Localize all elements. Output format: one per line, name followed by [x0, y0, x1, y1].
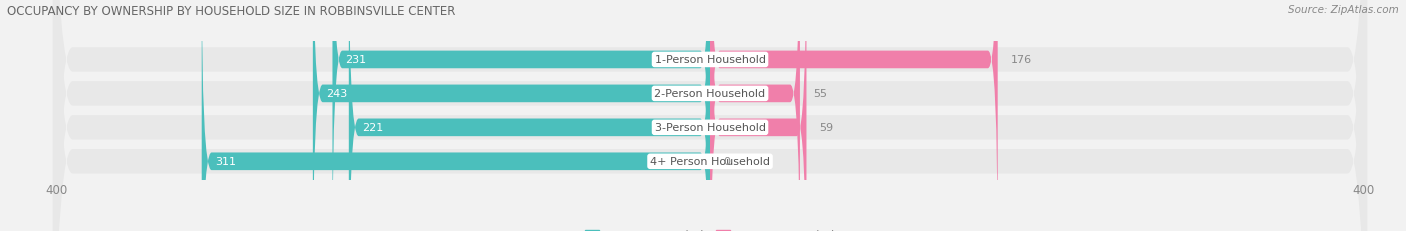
Text: 4+ Person Household: 4+ Person Household: [650, 157, 770, 167]
FancyBboxPatch shape: [710, 0, 800, 231]
Text: 3-Person Household: 3-Person Household: [655, 123, 765, 133]
Text: 176: 176: [1011, 55, 1032, 65]
Text: 311: 311: [215, 157, 236, 167]
Text: 221: 221: [361, 123, 384, 133]
Text: Source: ZipAtlas.com: Source: ZipAtlas.com: [1288, 5, 1399, 15]
Text: 231: 231: [346, 55, 367, 65]
Text: 55: 55: [813, 89, 827, 99]
FancyBboxPatch shape: [349, 0, 710, 231]
Text: 1-Person Household: 1-Person Household: [655, 55, 765, 65]
FancyBboxPatch shape: [710, 0, 807, 231]
Text: 0: 0: [723, 157, 730, 167]
Legend: Owner-occupied, Renter-occupied: Owner-occupied, Renter-occupied: [579, 224, 841, 231]
FancyBboxPatch shape: [53, 0, 1367, 231]
Text: OCCUPANCY BY OWNERSHIP BY HOUSEHOLD SIZE IN ROBBINSVILLE CENTER: OCCUPANCY BY OWNERSHIP BY HOUSEHOLD SIZE…: [7, 5, 456, 18]
Text: 2-Person Household: 2-Person Household: [654, 89, 766, 99]
Text: 59: 59: [820, 123, 834, 133]
FancyBboxPatch shape: [53, 0, 1367, 231]
FancyBboxPatch shape: [201, 0, 710, 231]
Text: 243: 243: [326, 89, 347, 99]
FancyBboxPatch shape: [710, 0, 998, 231]
FancyBboxPatch shape: [53, 0, 1367, 231]
FancyBboxPatch shape: [53, 0, 1367, 231]
FancyBboxPatch shape: [332, 0, 710, 231]
FancyBboxPatch shape: [314, 0, 710, 231]
